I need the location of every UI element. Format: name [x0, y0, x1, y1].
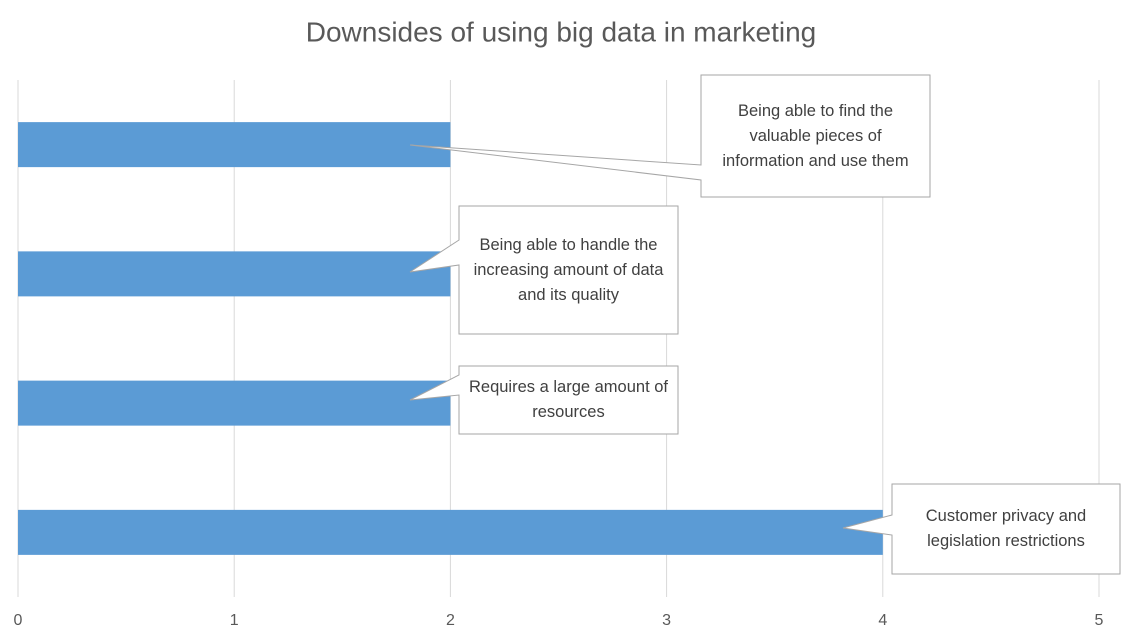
- x-tick-label: 2: [446, 612, 455, 629]
- x-tick-label: 4: [878, 612, 887, 629]
- category-label: Being able to find the valuable pieces o…: [722, 101, 909, 170]
- chart-title: Downsides of using big data in marketing: [306, 16, 817, 47]
- category-label: Customer privacy and legislation restric…: [925, 507, 1087, 550]
- category-label: Requires a large amount of resources: [468, 378, 669, 421]
- bar: [18, 380, 451, 426]
- callout-box: [842, 483, 1121, 575]
- category-label: Being able to handle the increasing amou…: [473, 235, 664, 304]
- bar: [18, 509, 883, 555]
- callout-box: [409, 74, 931, 198]
- callout-box: [409, 365, 679, 435]
- x-tick-label: 3: [662, 612, 671, 629]
- x-tick-label: 1: [230, 612, 239, 629]
- callout-box: [409, 205, 679, 335]
- x-tick-label: 0: [14, 612, 23, 629]
- x-tick-label: 5: [1095, 612, 1104, 629]
- bar: [18, 251, 451, 297]
- bar: [18, 122, 451, 168]
